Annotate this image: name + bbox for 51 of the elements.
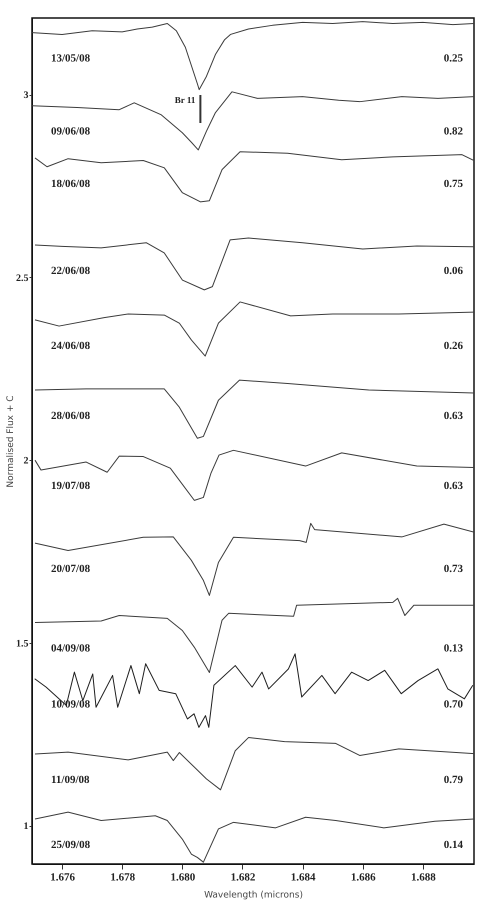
annotation: 0.26 (444, 340, 464, 352)
series-label: 22/06/08 (51, 264, 91, 277)
line-series (34, 812, 474, 863)
series-label: 18/06/08 (51, 178, 91, 190)
line-series (34, 522, 474, 596)
y-tick-label: 3 (24, 90, 28, 102)
series-label: 28/06/08 (51, 410, 91, 422)
series-label: 20/07/08 (51, 563, 91, 576)
annotation: 0.75 (444, 178, 464, 190)
line-series (32, 21, 474, 90)
line-series (34, 450, 474, 501)
y-axis-title: Normalised Flux + C (6, 395, 16, 488)
line-series (34, 737, 474, 790)
x-tick-label: 1.686 (350, 872, 376, 884)
line-series (34, 653, 474, 728)
annotation: 0.82 (444, 126, 464, 138)
line-series (34, 380, 474, 439)
x-tick-label: 1.678 (110, 872, 136, 884)
line-series (32, 91, 474, 150)
annotation: 0.70 (444, 698, 464, 711)
series-label: 09/06/08 (51, 126, 91, 138)
annotation: 0.73 (444, 563, 464, 576)
series-label: 25/09/08 (51, 839, 91, 852)
line-series (34, 151, 474, 202)
x-axis-title: Wavelength (microns) (204, 890, 303, 900)
line-series (34, 301, 474, 357)
annotation: 0.13 (444, 642, 464, 654)
annotation: 0.06 (444, 264, 464, 277)
y-tick-label: 2 (24, 456, 28, 467)
y-tick-label: 2.5 (16, 272, 28, 284)
annotation: 0.63 (444, 410, 464, 422)
line-series (34, 237, 474, 290)
x-tick-label: 1.684 (290, 872, 316, 884)
series-label: 11/09/08 (51, 774, 90, 786)
x-tick-label: 1.682 (230, 872, 256, 884)
x-tick-label: 1.688 (411, 872, 436, 884)
ref-line-label: Br 11 (174, 95, 196, 105)
series-label: 04/09/08 (51, 642, 91, 654)
annotation: 0.63 (444, 480, 464, 492)
x-tick-label: 1.676 (50, 872, 76, 884)
series-label: 24/06/08 (51, 340, 91, 352)
annotation: 0.79 (444, 774, 464, 786)
y-tick-label: 1 (24, 821, 28, 832)
x-tick-label: 1.680 (170, 872, 196, 884)
annotation: 0.25 (444, 52, 464, 65)
series-label: 13/05/08 (51, 52, 91, 65)
y-tick-label: 1.5 (16, 638, 28, 650)
line-series (34, 598, 474, 674)
series-label: 19/07/08 (51, 480, 91, 492)
series-label: 10/09/08 (51, 698, 91, 711)
annotation: 0.14 (444, 839, 464, 852)
